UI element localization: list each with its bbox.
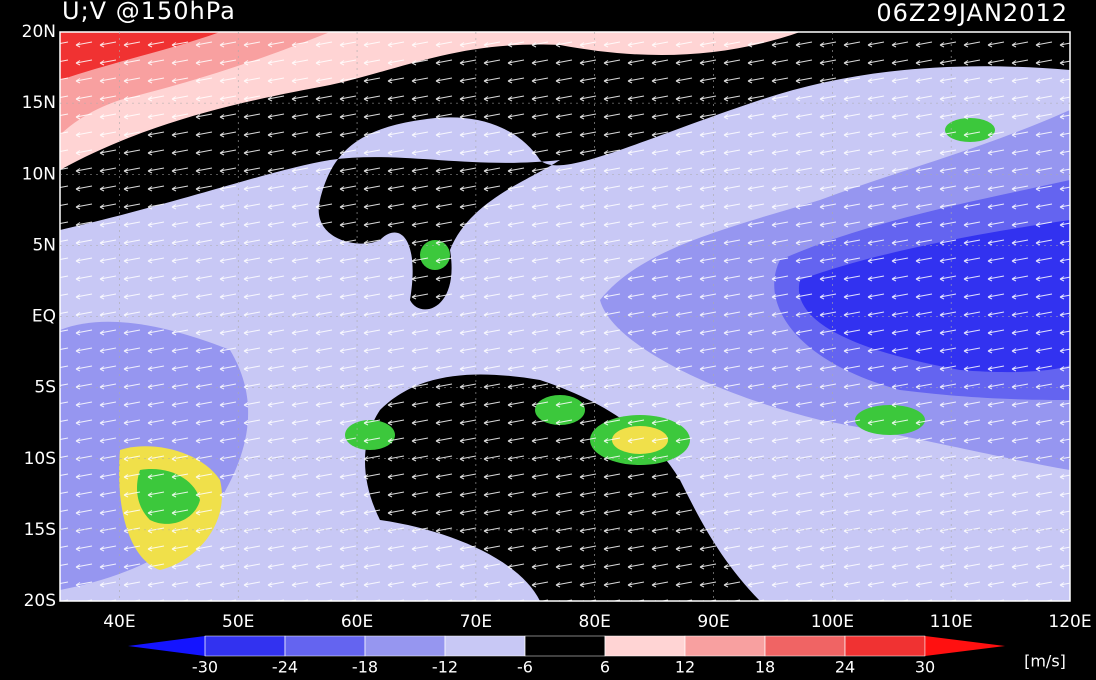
lat-label: 20N [22,22,56,42]
colorbar-box [204,635,286,657]
colorbar-label: 18 [755,658,775,677]
colorbar-arrow [925,636,1005,656]
lon-label: 60E [341,612,373,632]
colorbar-unit: [m/s] [1024,652,1066,671]
colorbar-box [764,635,846,657]
colorbar-box [444,635,526,657]
lat-label: EQ [32,307,56,327]
lon-label: 120E [1048,612,1091,632]
lon-label: 80E [579,612,611,632]
lon-label: 90E [697,612,729,632]
colorbar-label: -18 [352,658,378,677]
colorbar-label: 6 [600,658,610,677]
lon-label: 40E [103,612,135,632]
lat-label: 5S [34,378,56,398]
colorbar-box [364,635,446,657]
colorbar-label: -6 [517,658,533,677]
lat-label: 5N [32,235,56,255]
lat-label: 20S [24,591,56,611]
colorbar-label: -12 [432,658,458,677]
lon-label: 110E [930,612,973,632]
lon-label: 70E [460,612,492,632]
lat-label: 15S [24,520,56,540]
map-title: U;V @150hPa [62,0,236,25]
colorbar-label: -30 [192,658,218,677]
lon-label: 100E [811,612,854,632]
colorbar-label: -24 [272,658,298,677]
colorbar-box [524,635,606,657]
lat-label: 15N [22,93,56,113]
colorbar-label: 24 [835,658,855,677]
colorbar-arrow [128,636,205,656]
colorbar-box [684,635,766,657]
lat-label: 10N [22,164,56,184]
colorbar-label: 12 [675,658,695,677]
colorbar-box [604,635,686,657]
colorbar-box [844,635,926,657]
lat-label: 10S [24,449,56,469]
lon-label: 50E [222,612,254,632]
valid-time: 06Z29JAN2012 [876,0,1068,27]
colorbar-label: 30 [915,658,935,677]
colorbar-box [284,635,366,657]
